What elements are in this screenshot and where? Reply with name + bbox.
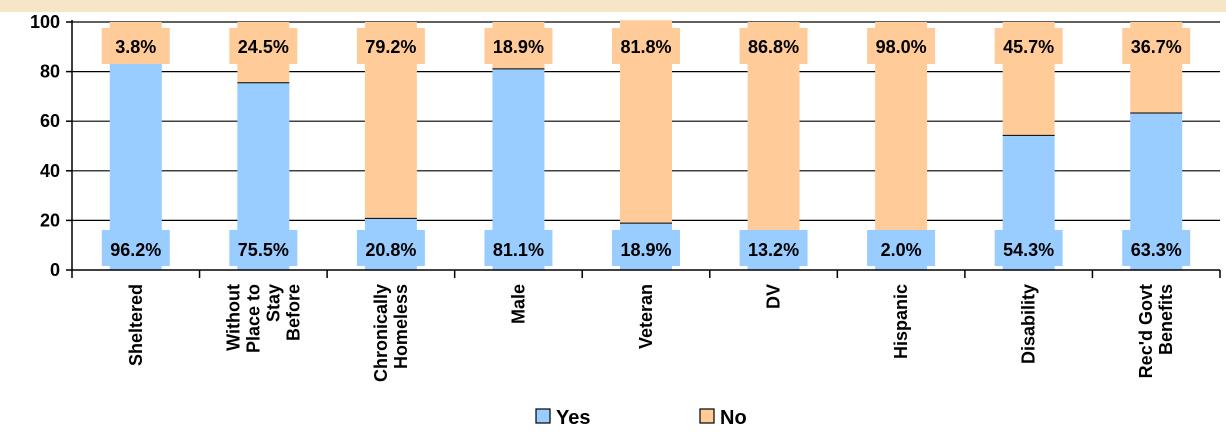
x-category-label: Sheltered: [126, 284, 146, 366]
x-category-label: Without: [223, 284, 243, 351]
legend-swatch-yes: [535, 408, 551, 424]
legend: Yes No: [535, 407, 747, 429]
y-tick-label: 60: [40, 111, 60, 131]
x-category-label: Disability: [1019, 284, 1039, 364]
legend-label-no: No: [720, 407, 747, 429]
x-category-labels: Sheltered Without Place to Stay Before Chroni…: [126, 284, 1176, 382]
data-label-no-box: [356, 28, 425, 64]
data-label-yes-box: [101, 230, 170, 266]
x-category-label: Benefits: [1156, 284, 1176, 355]
data-label-no-box: [1122, 28, 1191, 64]
data-label-yes-box: [867, 230, 936, 266]
y-tick-label: 100: [30, 12, 60, 32]
y-tick-label: 0: [50, 260, 60, 280]
axes: [66, 20, 1221, 278]
data-label-no-box: [867, 28, 936, 64]
data-label-yes-box: [484, 230, 553, 266]
data-label-no-box: [229, 28, 298, 64]
data-label-no: 24.5%: [238, 37, 289, 57]
x-category-label: Rec'd Govt: [1136, 284, 1156, 378]
data-label-yes-box: [229, 230, 298, 266]
data-label-no-box: [484, 28, 553, 64]
data-label-yes: 18.9%: [620, 240, 671, 260]
x-category-label: Stay: [263, 284, 283, 322]
data-labels: 3.8% 96.2% 24.5% 75.5% 79.2% 20.8% 18.9% 81.1% 8…: [101, 28, 1191, 266]
x-category-label: Veteran: [636, 284, 656, 349]
data-label-yes: 13.2%: [748, 240, 799, 260]
bar-yes: [875, 265, 928, 270]
bar-no: [109, 22, 162, 32]
data-label-no: 36.7%: [1131, 37, 1182, 57]
data-label-yes: 20.8%: [365, 240, 416, 260]
data-label-no-box: [739, 28, 808, 64]
data-label-yes: 63.3%: [1131, 240, 1182, 260]
data-label-no: 86.8%: [748, 37, 799, 57]
data-label-no: 98.0%: [876, 37, 927, 57]
data-label-yes-box: [356, 230, 425, 266]
data-label-no: 18.9%: [493, 37, 544, 57]
legend-swatch-no: [699, 408, 715, 424]
x-category-label: Chronically: [371, 284, 391, 382]
data-label-no: 3.8%: [115, 37, 156, 57]
y-tick-label: 20: [40, 210, 60, 230]
x-category-label: Male: [508, 284, 528, 324]
data-label-no-box: [612, 28, 680, 64]
data-label-no-box: [101, 28, 170, 64]
x-category-label: Before: [283, 284, 303, 341]
y-tick-labels: 0 20 40 60 80 100: [30, 12, 60, 280]
data-label-yes-box: [739, 230, 808, 266]
data-label-yes-box: [1122, 230, 1191, 266]
data-label-yes: 75.5%: [238, 240, 289, 260]
data-label-yes: 96.2%: [110, 240, 161, 260]
x-category-label: Homeless: [391, 284, 411, 369]
data-label-no: 81.8%: [620, 37, 671, 57]
data-label-no-box: [994, 28, 1063, 64]
data-label-no: 79.2%: [365, 37, 416, 57]
x-category-label: DV: [764, 284, 784, 309]
data-label-yes: 81.1%: [493, 240, 544, 260]
x-category-label: Hispanic: [891, 284, 911, 359]
data-label-yes: 2.0%: [881, 240, 922, 260]
top-band: [0, 0, 1226, 12]
legend-label-yes: Yes: [556, 407, 590, 429]
x-category-label: Place to: [243, 284, 263, 353]
data-label-yes-box: [612, 230, 680, 266]
data-label-yes-box: [994, 230, 1063, 266]
y-tick-label: 40: [40, 161, 60, 181]
data-label-yes: 54.3%: [1003, 240, 1054, 260]
data-label-no: 45.7%: [1003, 37, 1054, 57]
y-tick-label: 80: [40, 62, 60, 82]
